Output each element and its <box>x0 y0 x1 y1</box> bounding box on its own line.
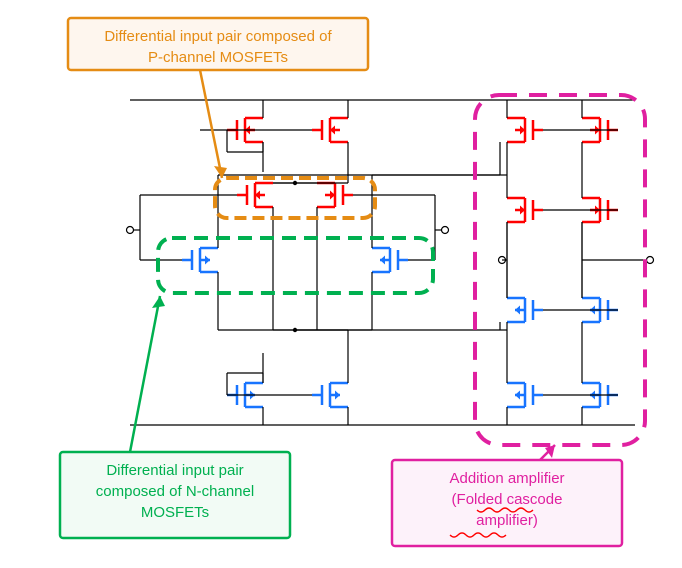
svg-text:(Folded cascode: (Folded cascode <box>452 491 563 508</box>
svg-text:Differential input pair compos: Differential input pair composed of <box>104 28 332 45</box>
svg-text:P-channel MOSFETs: P-channel MOSFETs <box>148 49 288 66</box>
svg-text:MOSFETs: MOSFETs <box>141 504 209 521</box>
svg-text:composed of N-channel: composed of N-channel <box>96 483 254 500</box>
circuit-diagram: Differential input pair composed of P-cha… <box>0 0 682 568</box>
svg-text:amplifier): amplifier) <box>476 512 538 529</box>
svg-text:Addition amplifier: Addition amplifier <box>449 470 564 487</box>
svg-text:Differential input pair: Differential input pair <box>106 462 243 479</box>
